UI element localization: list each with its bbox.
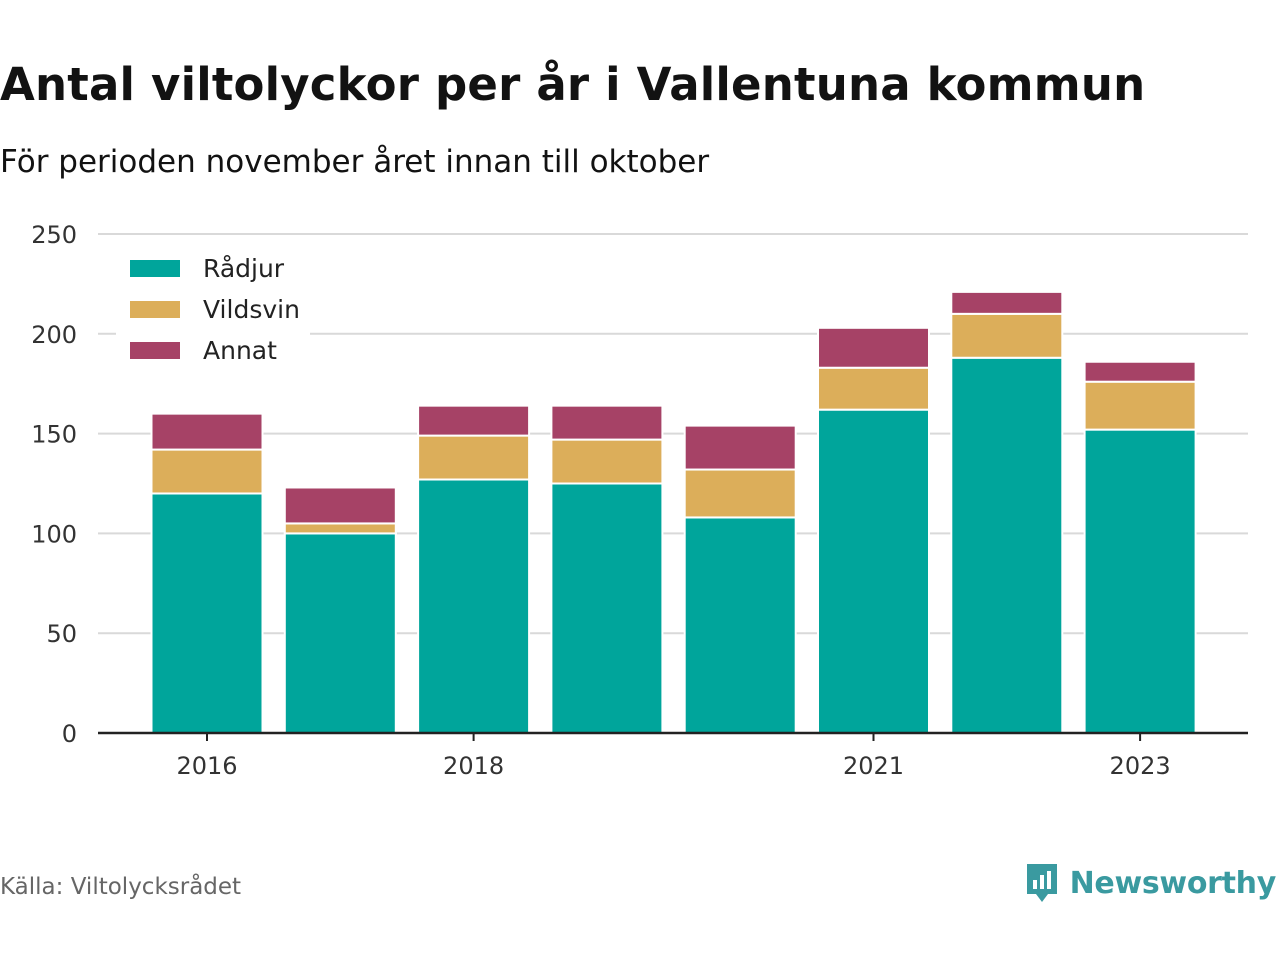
y-tick-label: 200 xyxy=(31,321,77,349)
x-axis-ticks: 2016 2018 2021 2023 xyxy=(176,733,1171,780)
x-tick-label: 2016 xyxy=(176,752,237,780)
y-tick-label: 50 xyxy=(46,620,77,648)
bar-segment xyxy=(283,486,397,525)
bar-segment xyxy=(1083,428,1197,734)
newsworthy-logo-icon xyxy=(1026,864,1057,902)
bar-segment xyxy=(817,366,930,411)
bar-segment xyxy=(1083,360,1197,383)
x-tick-label: 2018 xyxy=(443,752,504,780)
x-tick-label: 2021 xyxy=(843,752,904,780)
bar-segment xyxy=(150,412,264,451)
bar-segment xyxy=(150,492,264,735)
bar-segment xyxy=(150,448,264,495)
y-tick-label: 0 xyxy=(62,720,77,748)
legend-label: Annat xyxy=(203,336,277,365)
bar-segment xyxy=(950,356,1064,734)
bar-segment xyxy=(683,468,797,519)
y-tick-label: 250 xyxy=(31,221,77,249)
bars xyxy=(150,290,1197,735)
legend-label: Vildsvin xyxy=(203,295,300,324)
chart-title: Antal viltolyckor per år i Vallentuna ko… xyxy=(0,58,1146,111)
bar-segment xyxy=(550,438,664,485)
bar-segment xyxy=(683,424,797,471)
bar-segment xyxy=(1083,380,1197,431)
brand-name: Newsworthy xyxy=(1069,865,1277,901)
bar-segment xyxy=(417,404,531,437)
bar-segment xyxy=(817,326,930,369)
x-tick-label: 2023 xyxy=(1110,752,1171,780)
y-tick-label: 100 xyxy=(31,520,77,548)
bar-segment xyxy=(550,404,664,441)
bar-segment xyxy=(283,522,397,535)
bar-segment xyxy=(550,482,664,734)
chart-subtitle: För perioden november året innan till ok… xyxy=(0,144,710,180)
bar-segment xyxy=(950,312,1064,359)
legend-swatch xyxy=(130,301,180,318)
bar-segment xyxy=(417,434,531,481)
legend-swatch xyxy=(130,342,180,359)
bar-segment xyxy=(283,532,397,735)
legend-swatch xyxy=(130,260,180,277)
bar-segment xyxy=(950,290,1064,315)
y-tick-label: 150 xyxy=(31,421,77,449)
bar-segment xyxy=(683,516,797,734)
legend: Rådjur Vildsvin Annat xyxy=(116,250,310,375)
y-axis-ticks: 0 50 100 150 200 250 xyxy=(31,221,77,748)
bar-segment xyxy=(817,408,930,734)
source-note: Källa: Viltolycksrådet xyxy=(0,874,242,900)
bar-segment xyxy=(417,478,531,734)
brand-logo[interactable]: Newsworthy xyxy=(1024,862,1276,904)
legend-label: Rådjur xyxy=(203,254,285,283)
